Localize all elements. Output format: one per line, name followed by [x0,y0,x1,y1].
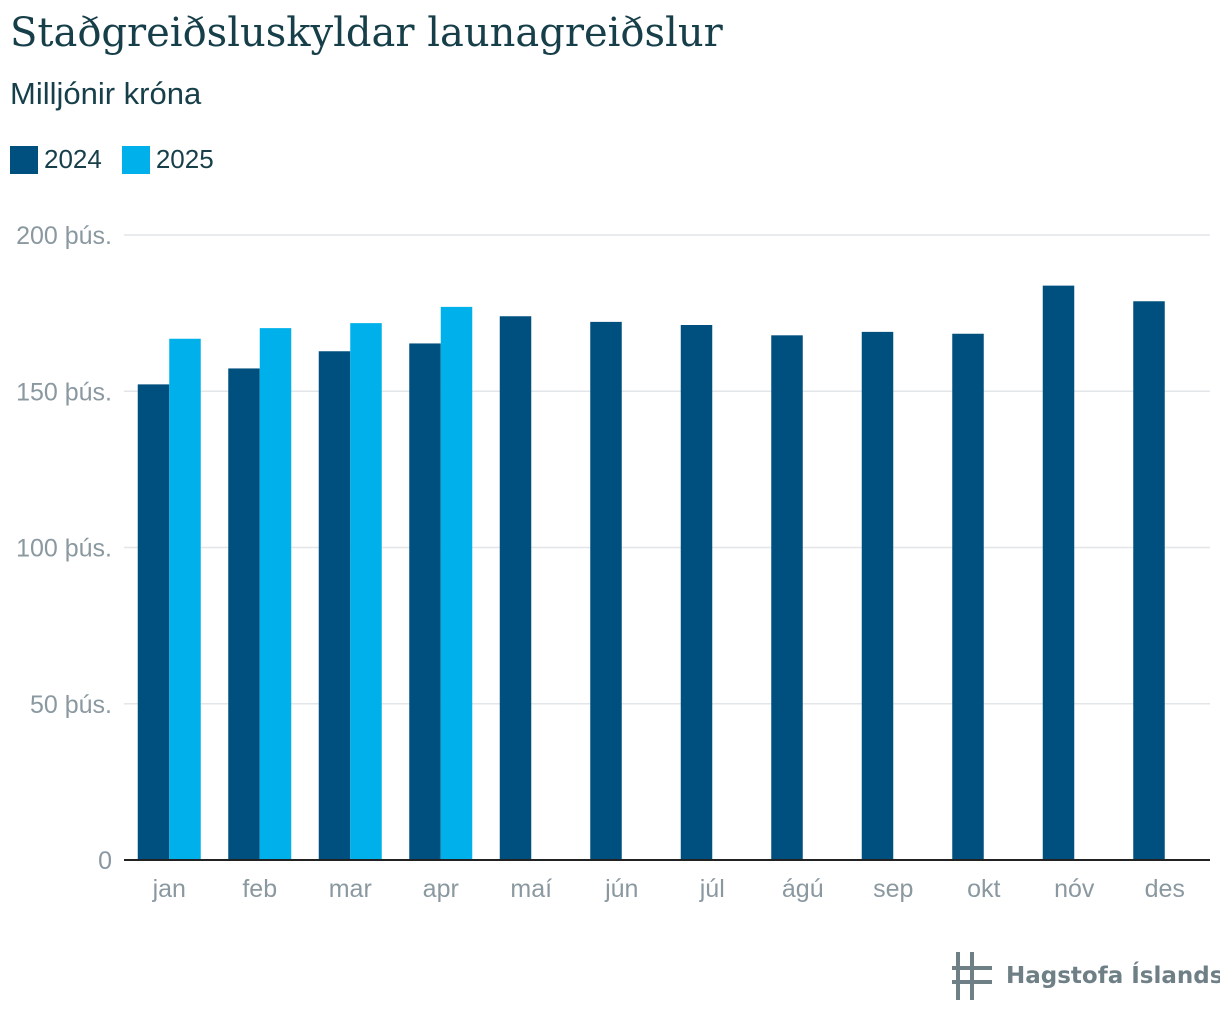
bar-2024 [318,351,351,860]
x-tick-label: júl [699,875,725,903]
legend-swatch-2025 [121,145,150,174]
x-tick-label: jún [604,875,638,903]
bar-2024 [1133,301,1165,860]
y-tick-label: 100 þús. [16,535,112,563]
x-tick-label: jan [152,875,186,903]
logo-text: Hagstofa Íslands [1006,963,1220,989]
chart-subtitle: Milljónir króna [10,76,202,111]
bar-2024 [137,384,170,860]
hagstofa-logo: Hagstofa Íslands [952,952,1220,1000]
y-tick-label: 150 þús. [16,378,112,406]
x-tick-label: sep [873,875,913,903]
bar-2025 [169,338,201,860]
legend-item-2024: 2024 [10,144,102,175]
bar-2024 [1042,285,1075,860]
legend-label-2025: 2025 [155,144,214,174]
hagstofa-logo-icon [952,952,992,1000]
y-tick-label: 200 þús. [16,222,112,250]
x-tick-label: feb [242,875,277,903]
bar-2024 [771,335,803,860]
chart-title: Staðgreiðsluskyldar launagreiðslur [10,10,723,56]
x-tick-label: mar [329,875,372,903]
bar-2025 [259,328,292,860]
y-tick-label: 0 [98,847,112,875]
bar-2024 [590,321,622,860]
bar-2024 [499,316,532,860]
x-tick-label: des [1145,875,1185,903]
bar-2024 [409,343,441,860]
chart-legend: 2024 2025 [10,144,214,175]
bar-2024 [680,325,713,860]
legend-swatch-2024 [10,145,38,174]
bar-2024 [861,331,894,860]
bar-2025 [440,306,473,860]
y-tick-label: 50 þús. [30,691,112,719]
x-tick-label: maí [510,875,552,903]
x-tick-label: okt [967,875,1000,903]
bar-2024 [228,368,260,860]
legend-label-2024: 2024 [44,144,102,174]
legend-item-2025: 2025 [121,144,214,175]
x-tick-label: nóv [1054,875,1095,903]
bar-2025 [350,323,382,860]
x-tick-label: apr [423,875,459,903]
bar-2024 [952,333,984,860]
x-tick-label: ágú [782,875,824,903]
